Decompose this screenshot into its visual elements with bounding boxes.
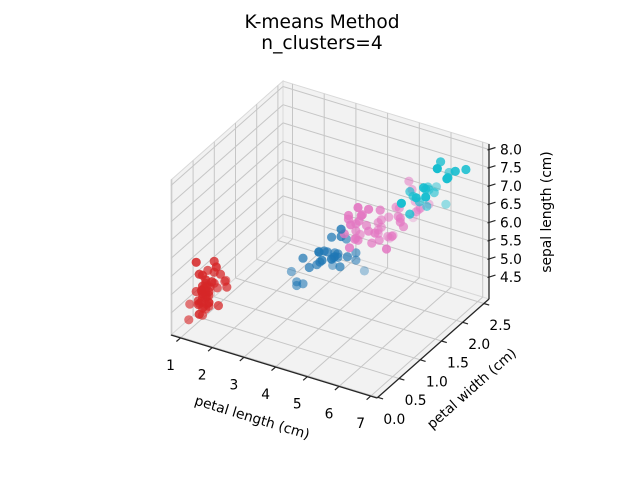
x-axis-line bbox=[170, 334, 378, 399]
chart-title: K-means Method bbox=[244, 12, 400, 33]
data-point-cluster-pink bbox=[376, 215, 386, 225]
data-point-cluster-red bbox=[184, 315, 194, 325]
z-tick-label: 5.5 bbox=[500, 234, 522, 250]
data-point-cluster-blue bbox=[286, 266, 296, 277]
data-point-cluster-cyan bbox=[405, 187, 415, 197]
data-point-cluster-pink bbox=[343, 210, 354, 221]
data-point-cluster-pink bbox=[370, 228, 380, 238]
y-tick-label: 0.5 bbox=[405, 393, 427, 409]
data-point-cluster-red bbox=[196, 286, 206, 296]
data-point-cluster-blue bbox=[336, 224, 346, 234]
data-point-cluster-blue bbox=[335, 262, 345, 272]
data-point-cluster-cyan bbox=[396, 198, 406, 208]
tick-marks bbox=[176, 146, 496, 401]
z-tick-label: 6.5 bbox=[500, 197, 522, 213]
data-point-cluster-cyan bbox=[405, 209, 415, 219]
data-point-cluster-pink bbox=[404, 176, 414, 186]
z-tick-label: 6.0 bbox=[500, 215, 522, 231]
data-point-cluster-red bbox=[215, 269, 226, 279]
data-point-cluster-red bbox=[213, 301, 223, 311]
y-tick-label: 1.5 bbox=[447, 356, 469, 372]
z-tick-label: 7.0 bbox=[500, 179, 522, 195]
data-point-cluster-pink bbox=[367, 238, 377, 248]
data-point-cluster-red bbox=[196, 297, 206, 307]
z-axis-label: sepal length (cm) bbox=[539, 151, 555, 272]
data-point-cluster-blue bbox=[327, 232, 337, 242]
data-point-cluster-cyan bbox=[422, 201, 432, 211]
data-point-cluster-cyan bbox=[442, 174, 452, 184]
data-point-cluster-red bbox=[197, 270, 208, 280]
z-tick-label: 8.0 bbox=[500, 143, 522, 159]
data-point-cluster-blue bbox=[351, 248, 361, 258]
data-point-cluster-pink bbox=[364, 204, 374, 214]
data-point-cluster-blue bbox=[317, 255, 327, 265]
y-axis-line bbox=[376, 298, 490, 399]
chart-subtitle: n_clusters=4 bbox=[261, 33, 383, 54]
data-point-cluster-pink bbox=[383, 231, 393, 242]
x-tick-label: 7 bbox=[356, 416, 365, 432]
data-point-cluster-blue bbox=[329, 252, 339, 263]
x-tick-label: 2 bbox=[198, 368, 207, 384]
data-point-cluster-pink bbox=[356, 211, 366, 221]
data-point-cluster-cyan bbox=[429, 188, 439, 198]
data-point-cluster-pink bbox=[395, 213, 405, 223]
data-point-cluster-red bbox=[185, 299, 195, 309]
data-point-cluster-blue bbox=[351, 255, 361, 265]
data-point-cluster-blue bbox=[359, 266, 369, 276]
data-point-cluster-pink bbox=[384, 212, 394, 222]
data-point-cluster-pink bbox=[344, 243, 355, 253]
data-point-cluster-blue bbox=[304, 262, 314, 273]
data-point-cluster-cyan bbox=[461, 164, 471, 175]
tick-labels: 1 2 3 4 5 6 7 0.00.5 1.0 1.5 2.0 2.5 4.5 5.0 5.5 6.0 6.5… bbox=[166, 143, 522, 433]
x-tick-label: 1 bbox=[166, 358, 175, 374]
data-point-cluster-pink bbox=[381, 244, 392, 254]
axis-lines bbox=[170, 144, 490, 399]
data-point-cluster-blue bbox=[298, 253, 308, 263]
data-point-cluster-cyan bbox=[450, 166, 460, 176]
data-point-cluster-cyan bbox=[432, 164, 442, 174]
x-tick-label: 6 bbox=[325, 406, 334, 422]
data-point-cluster-red bbox=[222, 282, 232, 292]
x-tick-label: 5 bbox=[293, 397, 302, 413]
data-point-cluster-pink bbox=[375, 205, 385, 215]
data-point-cluster-pink bbox=[353, 202, 363, 213]
x-tick-label: 4 bbox=[261, 387, 270, 403]
data-point-cluster-blue bbox=[298, 279, 308, 289]
y-tick-label: 0.0 bbox=[383, 412, 405, 428]
y-tick-label: 2.0 bbox=[468, 337, 490, 353]
z-tick-label: 4.5 bbox=[500, 270, 522, 286]
data-point-cluster-red bbox=[211, 262, 221, 272]
data-point-cluster-cyan bbox=[411, 193, 421, 203]
x-tick-label: 3 bbox=[230, 377, 239, 393]
data-point-cluster-pink bbox=[346, 220, 356, 230]
data-point-cluster-red bbox=[191, 257, 201, 267]
data-point-cluster-cyan bbox=[441, 199, 451, 209]
data-point-cluster-blue bbox=[342, 252, 352, 262]
y-tick-label: 1.0 bbox=[426, 374, 448, 390]
data-point-cluster-cyan bbox=[421, 192, 431, 202]
data-point-cluster-cyan bbox=[436, 157, 446, 167]
y-tick-label: 2.5 bbox=[489, 318, 511, 334]
data-point-cluster-cyan bbox=[419, 183, 429, 193]
data-point-cluster-blue bbox=[314, 247, 324, 257]
z-tick-label: 5.0 bbox=[500, 252, 522, 268]
data-point-cluster-red bbox=[207, 277, 217, 287]
z-tick-label: 7.5 bbox=[500, 161, 522, 177]
data-point-cluster-pink bbox=[374, 235, 384, 245]
data-point-cluster-pink bbox=[353, 235, 363, 245]
scatter-points bbox=[184, 157, 471, 325]
data-point-cluster-blue bbox=[322, 247, 332, 257]
data-point-cluster-pink bbox=[351, 226, 361, 236]
